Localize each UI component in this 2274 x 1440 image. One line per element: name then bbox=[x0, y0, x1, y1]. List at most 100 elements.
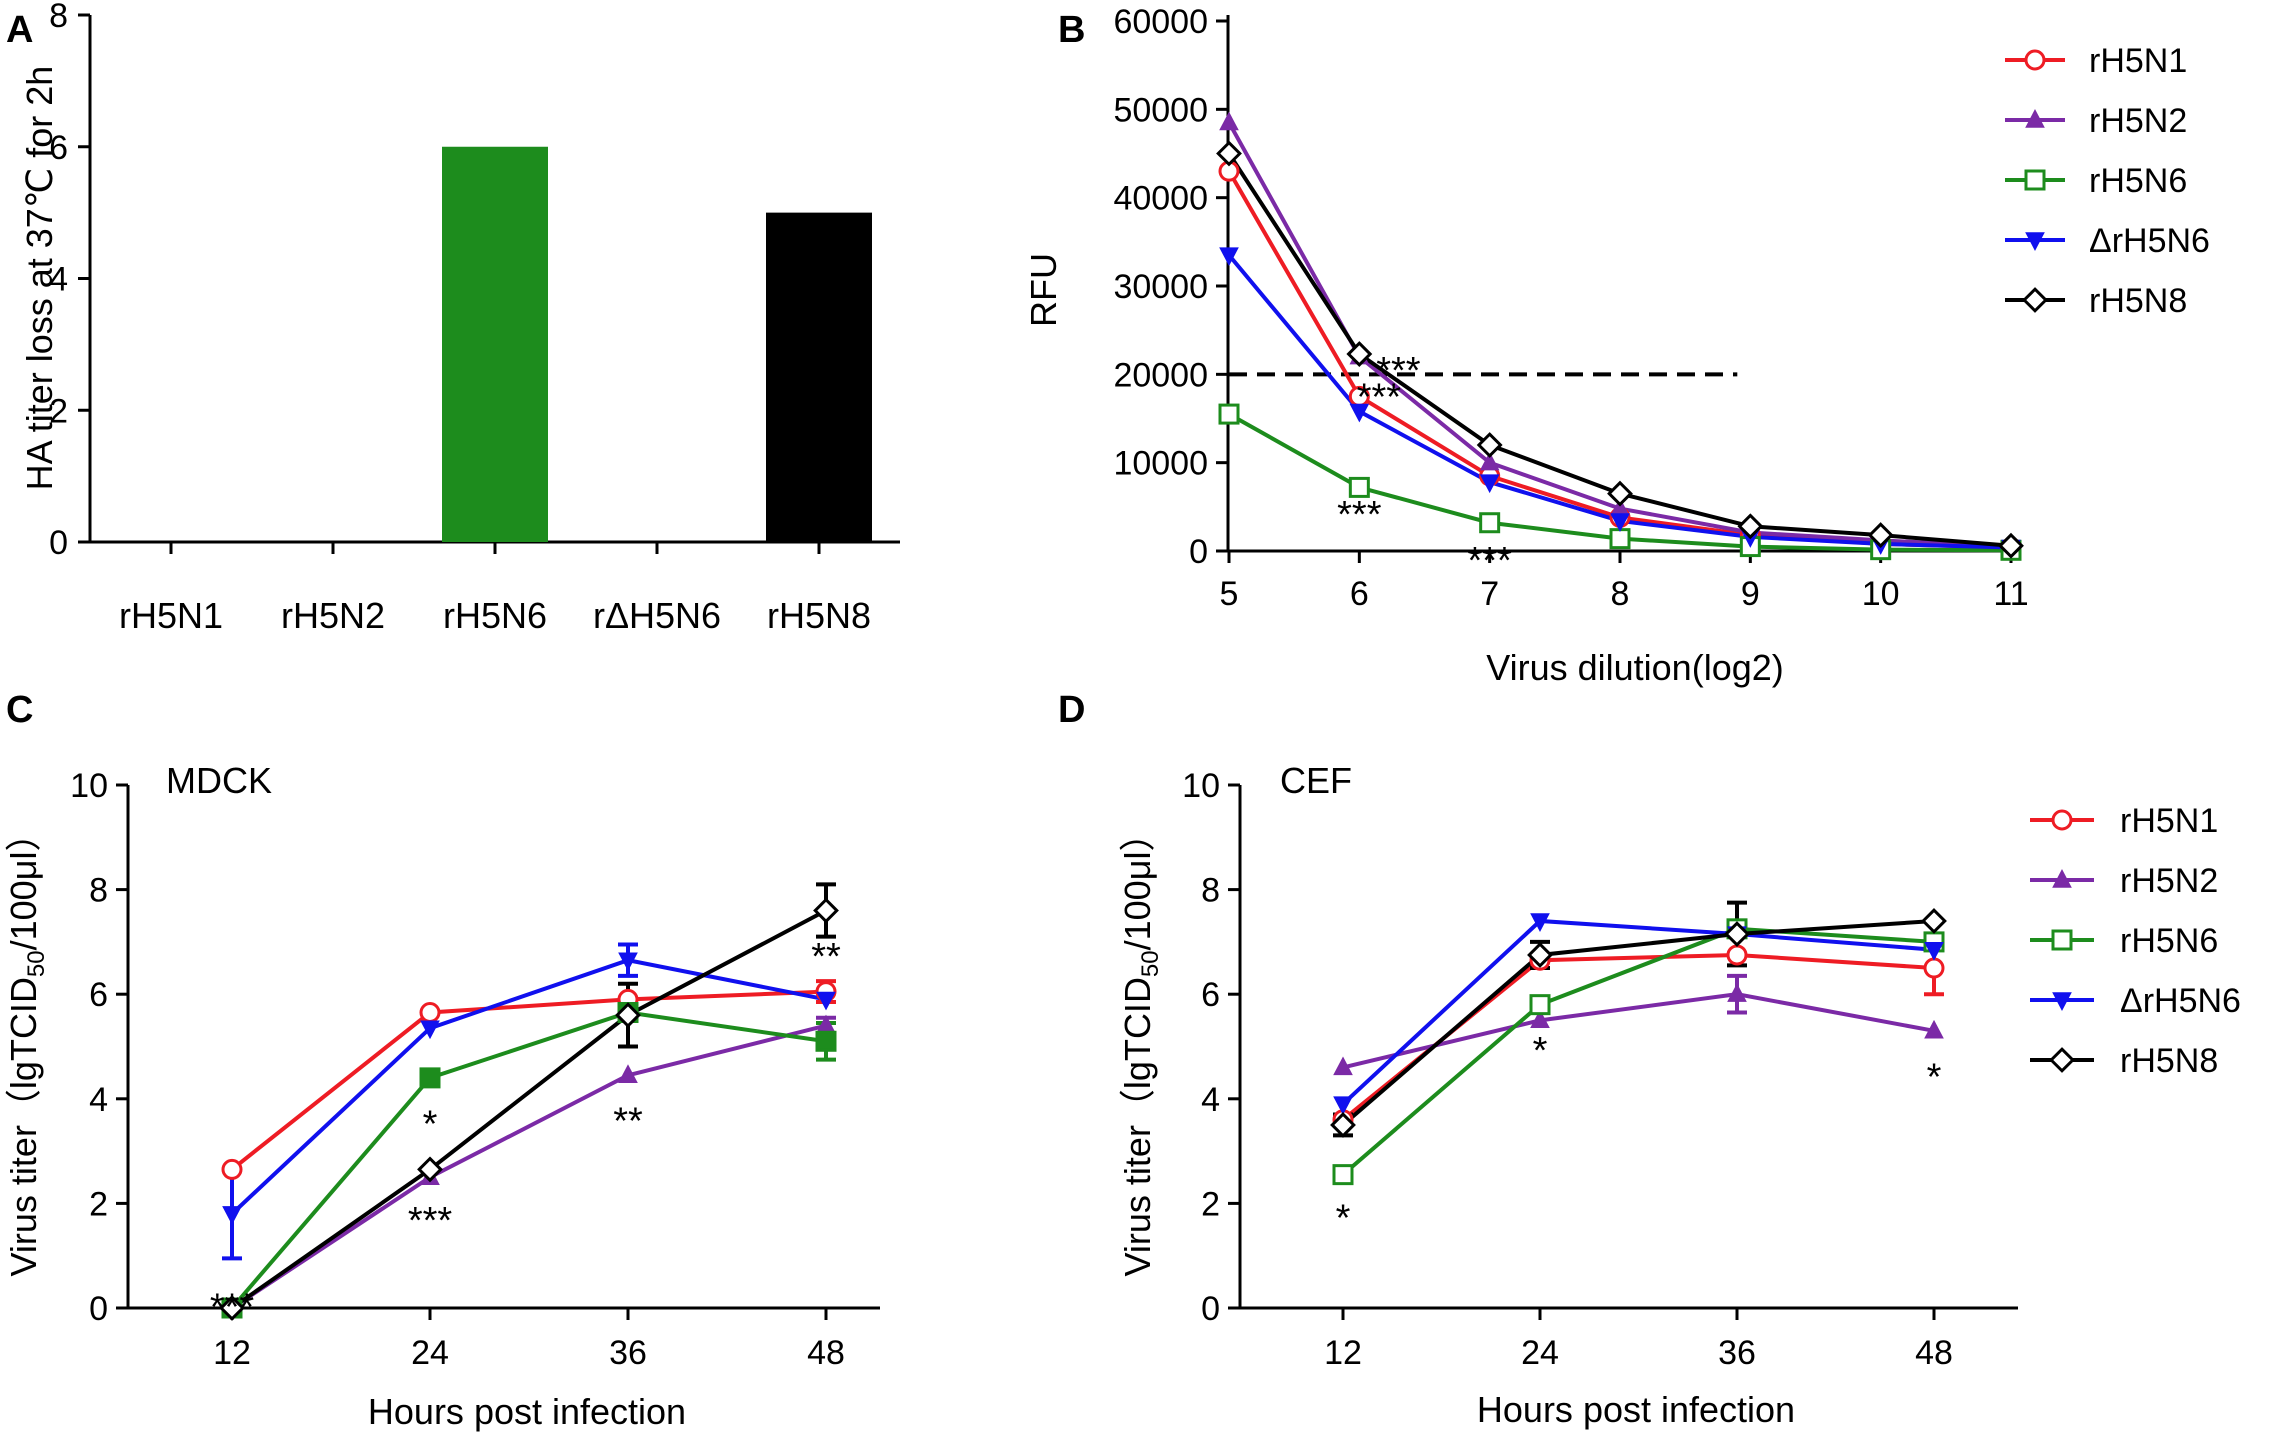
panel-b-y-label: RFU bbox=[1023, 253, 1064, 327]
panel-d-point-rH5N8 bbox=[1527, 942, 1553, 968]
panel-d-legend-marker-rH5N2 bbox=[2052, 869, 2072, 888]
panel-b-point-rH5N6 bbox=[1218, 403, 1240, 425]
panel-c-y-tick-label: 4 bbox=[89, 1081, 108, 1119]
panel-c-y-label: Virus titer（lgTCID50/100μl） bbox=[3, 816, 50, 1277]
panel-a-x-tick-label: rH5N8 bbox=[767, 595, 871, 636]
panel-b-x-label: Virus dilution(log2) bbox=[1486, 647, 1784, 688]
panel-b-legend-label-rH5N6: rH5N6 bbox=[2089, 162, 2187, 200]
panel-c-significance: *** bbox=[210, 1286, 255, 1328]
panel-d-line-rH5N6 bbox=[1341, 926, 1935, 1177]
panel-d-y-label: Virus titer（lgTCID50/100μl） bbox=[1117, 816, 1164, 1277]
panel-b-legend-label-rH5N2: rH5N2 bbox=[2089, 102, 2187, 140]
panel-b-y-tick-label: 50000 bbox=[1113, 91, 1208, 129]
panel-b-y-tick-label: 0 bbox=[1189, 533, 1208, 571]
panel-d-title: CEF bbox=[1280, 760, 1352, 801]
panel-d-point-drH5N6 bbox=[1333, 1096, 1353, 1116]
panel-b-legend-marker-rH5N2 bbox=[2025, 109, 2045, 128]
panel-b-point-rH5N6 bbox=[1609, 528, 1631, 550]
panel-d-point-rH5N1 bbox=[1726, 944, 1748, 966]
panel-c-point-rH5N8 bbox=[615, 1002, 641, 1029]
panel-d: D CEF Virus titer（lgTCID50/100μl） Hours … bbox=[1058, 689, 2241, 1430]
panel-d-point-rH5N1 bbox=[1923, 957, 1945, 979]
panel-b-point-rH5N6 bbox=[1479, 512, 1501, 534]
panel-c: C MDCK Virus titer（lgTCID50/100μl） Hours… bbox=[3, 689, 880, 1432]
panel-c-x-tick-label: 36 bbox=[609, 1334, 647, 1372]
panel-c-x-tick-label: 48 bbox=[807, 1334, 845, 1372]
panel-d-point-rH5N2 bbox=[1530, 1009, 1550, 1029]
panel-c-point-rH5N1 bbox=[419, 1002, 441, 1024]
panel-c-point-rH5N8 bbox=[219, 1295, 245, 1321]
panel-d-y-tick-label: 10 bbox=[1182, 767, 1220, 805]
panel-c-point-drH5N6 bbox=[618, 952, 638, 972]
panel-b-significance: *** bbox=[1337, 494, 1382, 536]
panel-b-point-drH5N6 bbox=[1479, 474, 1500, 494]
panel-d-point-rH5N6 bbox=[1332, 1164, 1354, 1186]
panel-b-x-tick-label: 6 bbox=[1350, 575, 1369, 613]
panel-b-x-tick-label: 7 bbox=[1480, 575, 1499, 613]
panel-c-point-drH5N6 bbox=[816, 991, 836, 1011]
panel-c-x-tick-label: 24 bbox=[411, 1334, 449, 1372]
panel-d-significance: * bbox=[1533, 1030, 1548, 1072]
panel-c-y-label-end: /100μl） bbox=[3, 816, 44, 951]
panel-b-legend-marker-rH5N1 bbox=[2024, 49, 2046, 71]
panel-d-y-label-main: Virus titer（lgTCID bbox=[1117, 977, 1158, 1276]
panel-a-bar-rH5N8 bbox=[766, 212, 872, 542]
panel-d-y-tick-label: 6 bbox=[1201, 976, 1220, 1014]
panel-d-line-rH5N8 bbox=[1341, 918, 1935, 1127]
panel-d-significance: * bbox=[1336, 1197, 1351, 1239]
panel-label-b: B bbox=[1058, 9, 1085, 51]
panel-c-y-tick-label: 8 bbox=[89, 872, 108, 910]
panel-d-y-tick-label: 0 bbox=[1201, 1290, 1220, 1328]
panel-b-significance: *** bbox=[1357, 377, 1402, 419]
panel-b: B RFU Virus dilution(log2) 0 10000 20000 30… bbox=[1023, 3, 2210, 688]
panel-d-legend-marker-drH5N6 bbox=[2052, 992, 2072, 1011]
panel-c-point-rH5N8 bbox=[813, 897, 839, 924]
panel-d-y-tick-label: 8 bbox=[1201, 872, 1220, 910]
panel-c-line-rH5N1 bbox=[230, 989, 827, 1171]
panel-c-point-rH5N6 bbox=[419, 1067, 441, 1089]
panel-d-x-tick-label: 12 bbox=[1324, 1334, 1362, 1372]
panel-b-point-rH5N8 bbox=[1867, 522, 1894, 549]
panel-b-legend-marker-rH5N6 bbox=[2024, 169, 2046, 191]
panel-c-y-tick-label: 10 bbox=[70, 767, 108, 805]
panel-d-x-tick-label: 36 bbox=[1718, 1334, 1756, 1372]
panel-a-bars: 0 2 4 6 8 rH5N1 rH5N2 rH5N6 rΔH5N6 rH5N8 bbox=[49, 0, 872, 636]
panel-b-y-tick-label: 60000 bbox=[1113, 3, 1208, 41]
panel-b-x-tick-label: 9 bbox=[1741, 575, 1760, 613]
panel-c-point-drH5N6 bbox=[222, 1206, 242, 1225]
panel-a-x-tick-label: rH5N1 bbox=[119, 595, 223, 636]
panel-b-point-rH5N2 bbox=[1479, 451, 1500, 471]
panel-d-point-drH5N6 bbox=[1924, 942, 1944, 961]
panel-d-point-rH5N2 bbox=[1727, 983, 1747, 1002]
panel-b-plot: 0 10000 20000 30000 40000 50000 60000 5 6 7 8 9 10 11… bbox=[1113, 3, 2210, 613]
panel-b-point-rH5N2 bbox=[1219, 111, 1239, 131]
panel-d-y-tick-label: 2 bbox=[1201, 1185, 1220, 1223]
panel-c-line-rH5N2 bbox=[230, 1023, 827, 1310]
panel-b-point-drH5N6 bbox=[1610, 513, 1630, 532]
panel-a-y-tick-label: 0 bbox=[49, 524, 68, 562]
panel-b-legend-label-rH5N8: rH5N8 bbox=[2089, 282, 2187, 320]
panel-d-x-label: Hours post infection bbox=[1477, 1389, 1795, 1430]
panel-a-x-tick-label: rΔH5N6 bbox=[593, 595, 721, 636]
panel-label-d: D bbox=[1058, 689, 1085, 731]
panel-c-significance: *** bbox=[408, 1200, 453, 1242]
panel-c-y-label-main: Virus titer（lgTCID bbox=[3, 977, 44, 1276]
panel-b-point-rH5N8 bbox=[1216, 140, 1242, 167]
panel-d-y-label-sub: 50 bbox=[1137, 950, 1164, 977]
panel-label-a: A bbox=[6, 9, 33, 51]
panel-b-significance: *** bbox=[1376, 350, 1421, 392]
panel-b-x-tick-label: 8 bbox=[1611, 575, 1630, 613]
panel-c-significance: * bbox=[423, 1103, 438, 1145]
panel-c-y-label-sub: 50 bbox=[23, 950, 50, 977]
panel-a-x-tick-label: rH5N2 bbox=[281, 595, 385, 636]
panel-d-y-label-end: /100μl） bbox=[1117, 816, 1158, 951]
panel-d-point-drH5N6 bbox=[1530, 913, 1550, 932]
panel-d-line-rH5N1 bbox=[1341, 952, 1935, 1122]
panel-d-significance: * bbox=[1927, 1056, 1942, 1098]
panel-a-y-tick-label: 4 bbox=[49, 261, 68, 299]
panel-b-x-tick-label: 10 bbox=[1862, 575, 1900, 613]
panel-b-legend-marker-drH5N6 bbox=[2025, 232, 2045, 251]
